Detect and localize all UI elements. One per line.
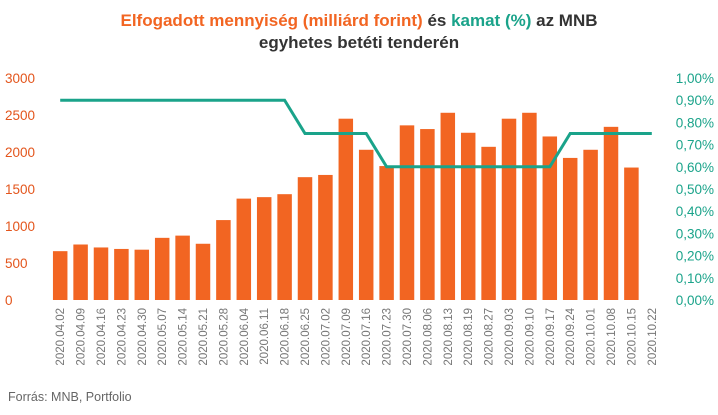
x-tick-label: 2020.09.17 [545, 308, 557, 366]
x-tick-label: 2020.06.11 [259, 308, 271, 365]
y-right-tick-label: 0,10% [676, 271, 714, 286]
x-tick-label: 2020.06.18 [280, 308, 292, 366]
bar [93, 247, 109, 300]
y-right-tick-label: 0,80% [676, 115, 714, 130]
bar [338, 118, 354, 300]
bar [195, 243, 211, 300]
bar [379, 166, 394, 300]
bar [358, 149, 374, 300]
x-tick-label: 2020.05.21 [198, 308, 210, 366]
x-tick-label: 2020.05.28 [218, 308, 230, 366]
bar [440, 112, 456, 300]
y-right-tick-label: 1,00% [676, 71, 714, 86]
x-tick-label: 2020.10.22 [647, 308, 659, 366]
bar [624, 167, 639, 300]
x-tick-label: 2020.09.03 [504, 308, 516, 366]
title-connector: és [422, 11, 452, 30]
bar [236, 198, 252, 300]
x-tick-label: 2020.07.30 [402, 308, 414, 366]
y-right-tick-label: 0,30% [676, 226, 714, 241]
title-rate-part: kamat (%) [451, 11, 532, 30]
y-left-tick-label: 1500 [5, 182, 35, 197]
x-tick-label: 2020.04.30 [137, 308, 149, 366]
title-amount-part: Elfogadott mennyiség (milliárd forint) [120, 11, 423, 30]
y-left-tick-label: 2000 [5, 145, 35, 160]
bar [114, 248, 129, 300]
x-tick-label: 2020.08.13 [443, 308, 455, 366]
x-tick-label: 2020.07.23 [382, 308, 394, 366]
y-right-tick-label: 0,60% [676, 160, 714, 175]
x-tick-label: 2020.10.15 [626, 308, 638, 366]
x-tick-label: 2020.04.02 [55, 308, 67, 366]
bar [501, 118, 517, 300]
source-note: Forrás: MNB, Portfolio [8, 390, 132, 404]
bar [460, 132, 476, 300]
x-tick-label: 2020.04.09 [76, 308, 88, 366]
x-tick-label: 2020.08.06 [422, 308, 434, 366]
x-tick-label: 2020.07.09 [341, 308, 353, 366]
bar [318, 174, 333, 300]
bar [562, 157, 578, 300]
y-right-tick-label: 0,00% [676, 293, 714, 308]
bar [522, 112, 537, 300]
x-tick-label: 2020.10.08 [606, 308, 618, 366]
y-right-tick-label: 0,70% [676, 138, 714, 153]
bar [175, 235, 190, 300]
bar [399, 125, 415, 300]
y-right-tick-label: 0,40% [676, 204, 714, 219]
x-tick-label: 2020.05.14 [178, 307, 190, 365]
title-end-part: az MNB [531, 11, 598, 30]
x-tick-label: 2020.07.02 [320, 308, 332, 366]
x-tick-label: 2020.08.27 [484, 308, 496, 366]
x-tick-label: 2020.09.10 [524, 308, 536, 366]
title-line2: egyhetes betéti tenderén [258, 33, 460, 52]
bar [420, 129, 435, 300]
y-left-tick-label: 0 [5, 293, 13, 308]
bar [73, 244, 88, 300]
x-tick-label: 2020.06.25 [300, 308, 312, 366]
x-tick-label: 2020.06.04 [239, 307, 251, 365]
x-tick-label: 2020.04.16 [96, 308, 108, 366]
bar [154, 237, 170, 300]
y-left-tick-label: 3000 [5, 71, 35, 86]
x-tick-label: 2020.07.16 [361, 308, 373, 366]
x-tick-label: 2020.09.24 [565, 307, 577, 365]
bar [216, 220, 231, 300]
bar [603, 126, 619, 300]
bar [542, 136, 558, 300]
rate-line [60, 98, 652, 169]
bar [134, 249, 150, 300]
x-tick-label: 2020.05.07 [157, 308, 169, 366]
bar [481, 146, 496, 300]
bar [277, 194, 292, 300]
y-right-tick-label: 0,90% [676, 93, 714, 108]
bar [583, 149, 598, 300]
y-right-tick-label: 0,20% [676, 249, 714, 264]
x-tick-label: 2020.10.01 [586, 308, 598, 366]
x-tick-label: 2020.08.19 [463, 308, 475, 366]
bar [297, 177, 313, 300]
y-left-tick-label: 500 [5, 256, 28, 271]
x-tick-label: 2020.04.23 [116, 308, 128, 366]
y-left-tick-label: 2500 [5, 108, 35, 123]
chart-title: Elfogadott mennyiség (milliárd forint) é… [0, 10, 718, 54]
bar [256, 197, 272, 300]
y-right-tick-label: 0,50% [676, 182, 714, 197]
y-left-tick-label: 1000 [5, 219, 35, 234]
bar [52, 251, 68, 300]
